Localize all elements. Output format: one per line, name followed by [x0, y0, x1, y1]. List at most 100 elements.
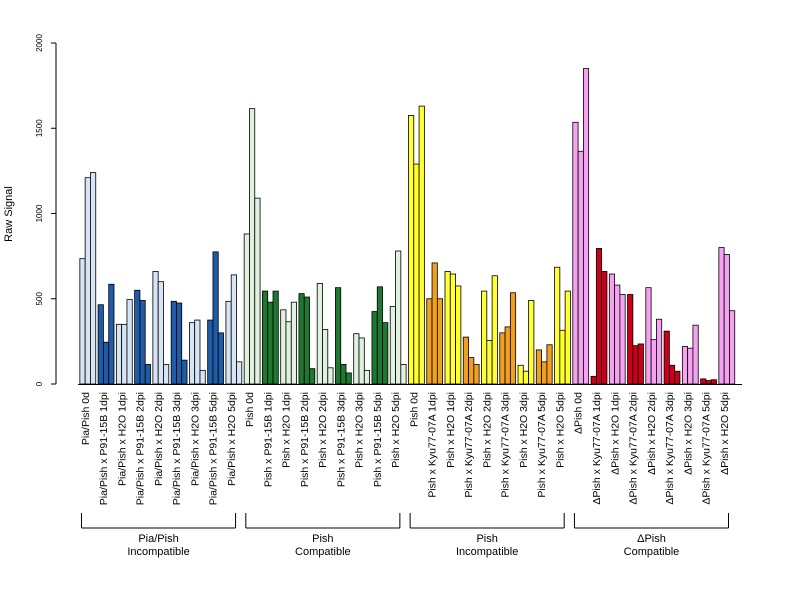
bar [322, 329, 329, 385]
group-label-line1: Pish [476, 533, 497, 545]
bar [522, 370, 530, 385]
bar [84, 177, 91, 385]
bar [395, 250, 402, 385]
bar [491, 275, 498, 385]
bar [700, 378, 707, 385]
bar [382, 322, 389, 385]
y-axis-title: Raw Signal [3, 186, 15, 242]
category-label: Pish x H2O 2dpi [481, 392, 493, 468]
category-label: ΔPish x H2O 3dpi [682, 392, 694, 475]
bar [637, 343, 644, 385]
bar [363, 369, 371, 385]
bar [176, 302, 183, 385]
category-label: Pia/Pish x H2O 5dpi [226, 392, 238, 486]
bar [121, 323, 128, 385]
bar [389, 306, 396, 385]
bar [572, 121, 579, 385]
category-label: Pia/Pish x H2O 2dpi [153, 392, 165, 486]
bar [590, 375, 597, 385]
bar [705, 380, 712, 385]
bar [194, 319, 201, 385]
group-label-line1: ΔPish [637, 533, 666, 545]
bar [729, 310, 736, 385]
bar [236, 361, 243, 385]
bar [436, 298, 444, 385]
bar [152, 271, 159, 385]
y-tick-label: 2000 [35, 34, 44, 52]
bar [663, 330, 670, 385]
category-label: Pish x Kyu77-07A 3dpi [500, 392, 512, 498]
bar [139, 300, 146, 385]
bar [509, 292, 517, 385]
bar [353, 333, 360, 385]
bar [546, 344, 553, 385]
bar [225, 300, 232, 385]
bar [650, 339, 657, 385]
bar [267, 301, 274, 385]
bar [408, 115, 415, 385]
bar [632, 345, 639, 385]
bar [710, 379, 717, 385]
category-label: ΔPish x Kyu77-07A 2dpi [628, 392, 640, 505]
bar [327, 367, 334, 385]
bar [468, 357, 475, 385]
category-label: Pish 0d [408, 392, 420, 427]
bar [481, 290, 488, 385]
bar [163, 363, 170, 385]
category-label: Pish x H2O 3dpi [354, 392, 366, 468]
bar [559, 329, 566, 385]
bar [298, 293, 305, 385]
bar [212, 251, 219, 385]
category-label: ΔPish x Kyu77-07A 3dpi [664, 392, 676, 505]
category-label: ΔPish x H2O 5dpi [719, 392, 731, 475]
bar [272, 290, 279, 385]
bar [595, 248, 603, 385]
bar [303, 296, 310, 385]
y-axis: 0 500 1000 1500 2000 [35, 34, 57, 386]
bar [517, 364, 524, 385]
bar [371, 311, 378, 385]
group-label-line1: Pish [312, 533, 333, 545]
bar [97, 304, 104, 385]
bar [170, 300, 177, 385]
bar [358, 337, 365, 385]
bar [309, 368, 316, 385]
bar [103, 341, 110, 385]
category-label: Pish x H2O 2dpi [317, 392, 329, 468]
bar [608, 273, 616, 385]
bar [645, 287, 652, 385]
category-label: ΔPish x Kyu77-07A 1dpi [591, 392, 603, 505]
category-label: Pish x P91-15B 3dpi [335, 392, 347, 487]
bar [614, 284, 621, 385]
bar [79, 258, 86, 385]
category-label: Pish x H2O 1dpi [445, 392, 457, 468]
bar [243, 233, 250, 385]
bar [285, 321, 292, 385]
bar [687, 347, 694, 385]
group-label-line1: Pia/Pish [138, 533, 178, 545]
bar [340, 363, 347, 385]
bar [345, 372, 352, 385]
category-label: Pia/Pish x H2O 1dpi [116, 392, 128, 486]
bar [290, 301, 297, 385]
bar [280, 309, 287, 385]
bar [627, 294, 634, 385]
bar [554, 266, 561, 385]
y-tick-label: 0 [35, 381, 44, 386]
category-label: Pish x H2O 3dpi [518, 392, 530, 468]
bar [126, 299, 133, 385]
bar [723, 254, 730, 385]
bar [413, 163, 420, 385]
bar [718, 247, 725, 385]
category-label: ΔPish x Kyu77-07A 5dpi [701, 392, 713, 505]
group-label-line2: Compatible [624, 546, 680, 558]
bar [181, 359, 188, 385]
bar [541, 361, 548, 385]
bar [335, 287, 342, 385]
category-label: Pish x H2O 5dpi [554, 392, 566, 468]
bar [486, 340, 493, 385]
bar [431, 262, 438, 385]
category-label: Pish x H2O 5dpi [390, 392, 402, 468]
bar [134, 289, 141, 385]
bar [473, 363, 480, 385]
